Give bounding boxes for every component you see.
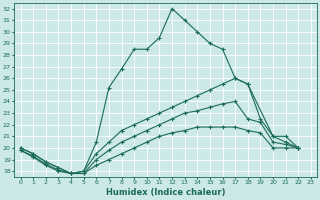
X-axis label: Humidex (Indice chaleur): Humidex (Indice chaleur) <box>106 188 226 197</box>
